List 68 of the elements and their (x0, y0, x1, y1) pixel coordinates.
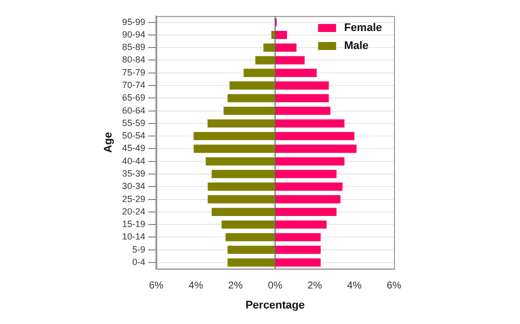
bar (228, 246, 276, 254)
legend-label: Male (344, 40, 369, 52)
bar (275, 258, 321, 267)
x-tick-label: 2% (308, 280, 322, 292)
bar (208, 195, 276, 204)
bar (208, 182, 276, 191)
y-tick-label: 45-49 (122, 143, 146, 154)
y-tick-label: 65-69 (122, 92, 146, 103)
bar (275, 94, 329, 102)
bar (194, 144, 276, 153)
y-tick-label: 90-94 (122, 29, 146, 40)
bar (275, 144, 357, 153)
bar (275, 208, 337, 216)
legend-label: Female (344, 22, 382, 34)
bar (275, 220, 327, 229)
bar (222, 220, 276, 229)
y-tick-label: 10-14 (122, 232, 146, 242)
bar (275, 106, 330, 115)
bar (244, 68, 276, 77)
bar (263, 44, 276, 52)
bar (255, 56, 276, 64)
bar (208, 119, 276, 128)
bar (275, 246, 321, 254)
y-tick-label: 95-99 (122, 16, 146, 27)
y-tick-label: 0-4 (132, 256, 146, 267)
bar (275, 119, 344, 128)
bar (275, 182, 342, 191)
y-tick-label: 75-79 (122, 67, 146, 78)
y-tick-label: 80-84 (122, 54, 146, 65)
bar (275, 195, 340, 204)
bar (228, 94, 276, 102)
bar (212, 208, 276, 216)
x-tick-label: 2% (228, 280, 243, 292)
y-tick-label: 35-39 (122, 168, 146, 178)
bar (275, 157, 344, 166)
x-tick-label: 4% (188, 280, 204, 292)
x-tick-label: 4% (347, 280, 362, 292)
y-tick-label: 20-24 (122, 206, 146, 216)
y-axis-title: Age (102, 132, 115, 153)
y-tick-label: 25-29 (122, 194, 146, 204)
bar (275, 68, 317, 77)
bar (212, 170, 276, 178)
y-tick-label: 40-44 (122, 156, 146, 166)
y-tick-label: 55-59 (122, 118, 146, 128)
bar (275, 132, 354, 140)
y-tick-label: 30-34 (122, 181, 146, 192)
y-tick-label: 60-64 (122, 105, 146, 116)
bar (230, 81, 276, 90)
bar (228, 258, 276, 267)
bar (224, 106, 276, 115)
y-tick-label: 15-19 (122, 219, 146, 230)
y-tick-label: 50-54 (122, 130, 146, 141)
x-tick-label: 6% (148, 280, 164, 292)
x-tick-label: 6% (386, 280, 402, 292)
bar (275, 56, 305, 64)
bar (194, 132, 276, 140)
x-tick-label: 0% (268, 280, 282, 292)
bar (275, 81, 329, 90)
x-axis-title: Percentage (245, 299, 305, 312)
bar (275, 44, 297, 52)
y-tick-label: 85-89 (122, 42, 146, 52)
bar (275, 30, 287, 40)
bar (206, 157, 276, 166)
bar (226, 233, 276, 242)
y-tick-label: 5-9 (132, 244, 146, 254)
bar (275, 233, 321, 242)
y-tick-label: 70-74 (122, 80, 146, 90)
bar (275, 170, 337, 178)
